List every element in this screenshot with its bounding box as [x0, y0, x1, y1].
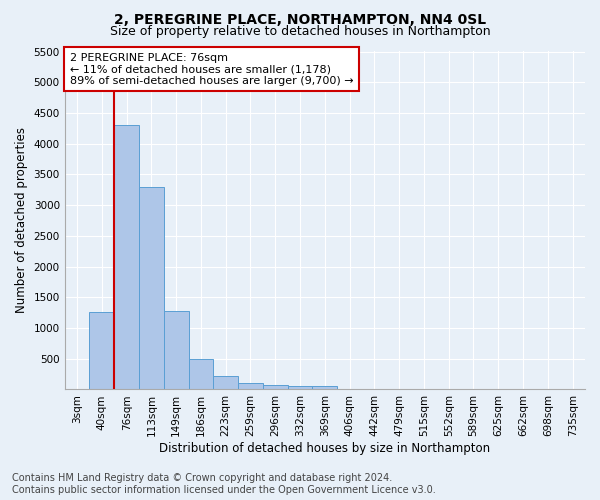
- X-axis label: Distribution of detached houses by size in Northampton: Distribution of detached houses by size …: [159, 442, 490, 455]
- Y-axis label: Number of detached properties: Number of detached properties: [15, 128, 28, 314]
- Bar: [139, 186, 164, 390]
- Text: 2 PEREGRINE PLACE: 76sqm
← 11% of detached houses are smaller (1,178)
89% of sem: 2 PEREGRINE PLACE: 76sqm ← 11% of detach…: [70, 52, 353, 86]
- Bar: [313, 386, 337, 390]
- Text: Size of property relative to detached houses in Northampton: Size of property relative to detached ho…: [110, 25, 490, 38]
- Text: 2, PEREGRINE PLACE, NORTHAMPTON, NN4 0SL: 2, PEREGRINE PLACE, NORTHAMPTON, NN4 0SL: [114, 12, 486, 26]
- Bar: [89, 312, 114, 390]
- Bar: [188, 360, 214, 390]
- Bar: [238, 384, 263, 390]
- Bar: [214, 376, 238, 390]
- Bar: [114, 125, 139, 390]
- Bar: [287, 386, 313, 390]
- Text: Contains HM Land Registry data © Crown copyright and database right 2024.
Contai: Contains HM Land Registry data © Crown c…: [12, 474, 436, 495]
- Bar: [164, 311, 188, 390]
- Bar: [263, 384, 287, 390]
